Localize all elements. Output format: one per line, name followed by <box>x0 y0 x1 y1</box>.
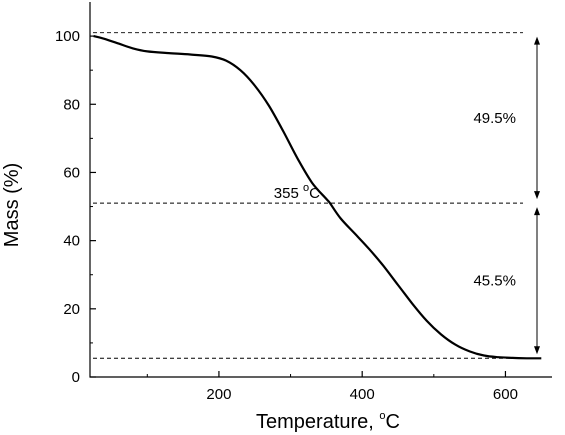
x-tick-label: 400 <box>350 386 375 403</box>
x-tick-label: 200 <box>206 386 231 403</box>
y-tick-label: 0 <box>72 369 80 386</box>
mass-loss-label: 49.5% <box>473 110 516 127</box>
x-axis-title-degree: o <box>379 410 385 422</box>
arrow-head-up <box>534 207 540 216</box>
mass-curve <box>93 35 542 360</box>
y-axis-title: Mass (%) <box>1 163 23 247</box>
transition-temp-label: 355 oC <box>274 182 320 202</box>
axes: 0 20 40 60 80 100 200 400 600 <box>55 2 552 403</box>
arrow-head-down <box>534 191 540 200</box>
x-axis-title: Temperature, oC <box>256 410 400 433</box>
mass-loss-label: 45.5% <box>473 273 516 290</box>
arrow-head-down <box>534 346 540 355</box>
axis-frame <box>89 2 552 378</box>
y-tick-label: 60 <box>63 164 80 181</box>
annotations: 49.5% 45.5% 355 oC <box>93 32 540 359</box>
y-tick-label: 20 <box>63 301 80 318</box>
x-axis-title-text: Temperature, <box>256 411 379 433</box>
x-tick-label: 600 <box>493 386 518 403</box>
y-tick-label: 40 <box>63 233 80 250</box>
y-tick-label: 100 <box>55 28 80 45</box>
x-axis-title-unit: C <box>386 411 400 433</box>
y-tick-label: 80 <box>63 96 80 113</box>
plot-area <box>93 35 542 360</box>
arrow-head-up <box>534 36 540 45</box>
